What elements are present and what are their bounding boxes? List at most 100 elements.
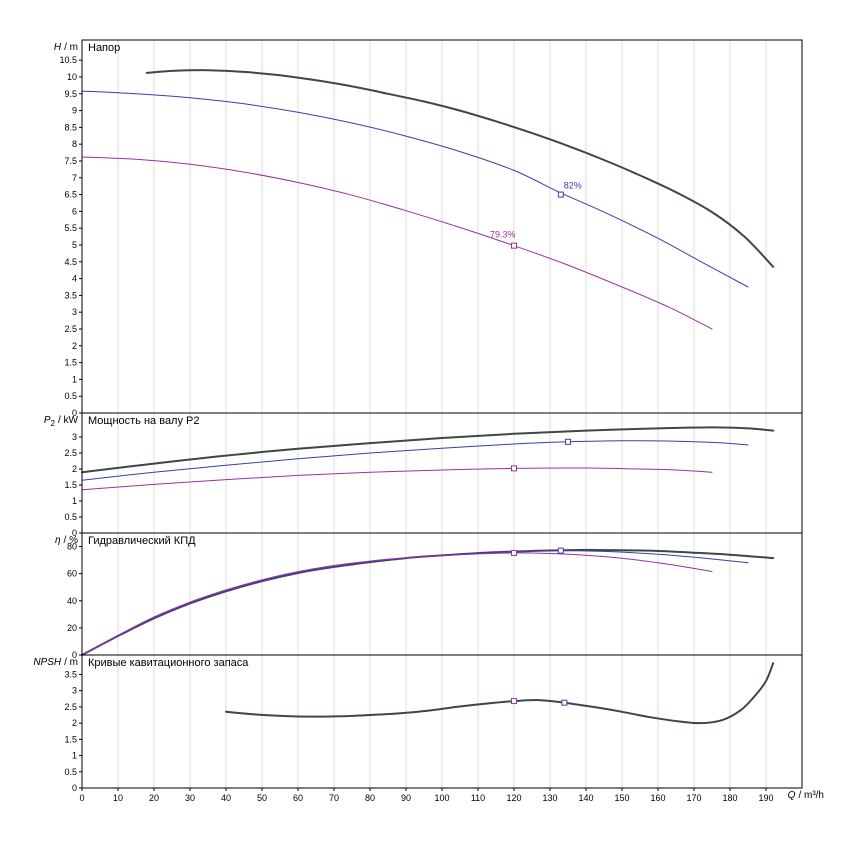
duty-point-marker [565, 438, 571, 445]
y-axis-label-power: P2/ kW [44, 415, 78, 428]
curve-eff-trim-79 [81, 552, 713, 656]
y-tick-label: 0.5 [64, 767, 77, 777]
y-axis-symbol: NPSH [33, 657, 62, 668]
y-tick-label: 3 [72, 686, 77, 696]
y-tick-label: 3.5 [64, 669, 77, 679]
y-tick-label: 4.5 [64, 257, 77, 267]
y-axis-symbol: P [43, 415, 51, 426]
y-tick-label: 2.5 [64, 448, 77, 458]
x-axis-label: Q / m³/h [788, 790, 824, 801]
duty-point-marker [511, 242, 517, 249]
y-tick-label: 2 [72, 341, 77, 351]
y-tick-label: 2.5 [64, 324, 77, 334]
duty-point-marker [557, 191, 564, 198]
x-tick-label: 0 [79, 793, 84, 803]
curve-power-trim-79 [81, 467, 713, 491]
duty-point-marker [511, 549, 517, 556]
y-tick-label: 0 [72, 650, 77, 660]
y-tick-label: 5 [72, 240, 77, 250]
curve-power-max [81, 426, 775, 474]
y-tick-label: 6 [72, 206, 77, 216]
y-tick-label: 1 [72, 496, 77, 506]
y-tick-label: 60 [67, 569, 77, 579]
x-axis-symbol: Q [787, 790, 796, 801]
y-axis-unit: / m [64, 657, 78, 668]
panel-title-power: Мощность на валу P2 [88, 415, 200, 427]
y-axis-label-efficiency: η / % [55, 535, 78, 548]
y-tick-label: 1 [72, 374, 77, 384]
y-tick-label: 5.5 [64, 223, 77, 233]
y-tick-label: 9 [72, 106, 77, 116]
panel-title-npsh: Кривые кавитационного запаса [88, 657, 249, 669]
y-tick-label: 0 [72, 408, 77, 418]
x-tick-label: 40 [221, 793, 231, 803]
y-axis-unit: / kW [58, 415, 78, 426]
y-tick-label: 3.5 [64, 290, 77, 300]
y-tick-label: 3 [72, 432, 77, 442]
curve-head-max [145, 69, 775, 268]
y-tick-label: 40 [67, 596, 77, 606]
curve-npsh [225, 662, 775, 725]
y-tick-label: 2 [72, 718, 77, 728]
x-tick-label: 60 [293, 793, 303, 803]
curve-head-trim-82 [81, 90, 749, 288]
duty-point-marker [557, 547, 564, 554]
x-tick-label: 120 [506, 793, 521, 803]
y-tick-label: 2 [72, 464, 77, 474]
curve-head-trim-79 [81, 156, 713, 330]
y-axis-symbol: η [54, 535, 61, 546]
x-tick-label: 90 [401, 793, 411, 803]
x-tick-label: 130 [542, 793, 557, 803]
curve-power-trim-82 [81, 440, 749, 481]
y-tick-label: 0.5 [64, 391, 77, 401]
duty-point-marker [511, 465, 517, 472]
x-tick-label: 170 [686, 793, 701, 803]
x-tick-label: 50 [257, 793, 267, 803]
y-tick-label: 1 [72, 751, 77, 761]
y-tick-label: 1.5 [64, 480, 77, 490]
x-tick-label: 190 [758, 793, 773, 803]
y-tick-label: 8.5 [64, 122, 77, 132]
x-tick-label: 150 [614, 793, 629, 803]
y-tick-label: 9.5 [64, 89, 77, 99]
x-tick-label: 110 [471, 793, 485, 803]
y-axis-symbol: H [53, 42, 62, 53]
y-tick-label: 10.5 [59, 55, 77, 65]
x-tick-label: 80 [365, 793, 375, 803]
duty-point-label: 79.3% [490, 230, 516, 240]
x-tick-label: 100 [434, 793, 449, 803]
x-tick-label: 140 [578, 793, 593, 803]
x-tick-label: 180 [722, 793, 737, 803]
y-axis-subscript: 2 [50, 419, 55, 428]
duty-point-label: 82% [564, 181, 582, 191]
y-axis-label-npsh: NPSH / m [33, 657, 78, 670]
curve-eff-max [81, 548, 775, 656]
y-tick-label: 7.5 [64, 156, 77, 166]
y-tick-label: 1.5 [64, 358, 77, 368]
duty-point-marker [511, 698, 517, 705]
y-tick-label: 80 [67, 542, 77, 552]
curve-eff-trim-82 [81, 550, 749, 656]
panel-title-efficiency: Гидравлический КПД [88, 535, 196, 547]
x-axis-unit: / m³/h [798, 790, 824, 801]
y-axis-label-head: H / m [54, 42, 78, 55]
y-axis-unit: / % [63, 535, 78, 546]
y-tick-label: 0 [72, 783, 77, 793]
y-tick-label: 3 [72, 307, 77, 317]
y-tick-label: 8 [72, 139, 77, 149]
y-tick-label: 10 [67, 72, 77, 82]
y-tick-label: 0 [72, 528, 77, 538]
y-tick-label: 4 [72, 274, 77, 284]
panel-title-head: Напор [88, 42, 121, 54]
y-axis-unit: / m [64, 42, 78, 53]
y-tick-label: 7 [72, 173, 77, 183]
duty-point-marker [561, 699, 568, 706]
y-tick-label: 2.5 [64, 702, 77, 712]
y-tick-label: 20 [67, 623, 77, 633]
x-tick-label: 10 [113, 793, 123, 803]
y-tick-label: 6.5 [64, 190, 77, 200]
x-tick-label: 20 [149, 793, 159, 803]
x-tick-label: 160 [650, 793, 665, 803]
